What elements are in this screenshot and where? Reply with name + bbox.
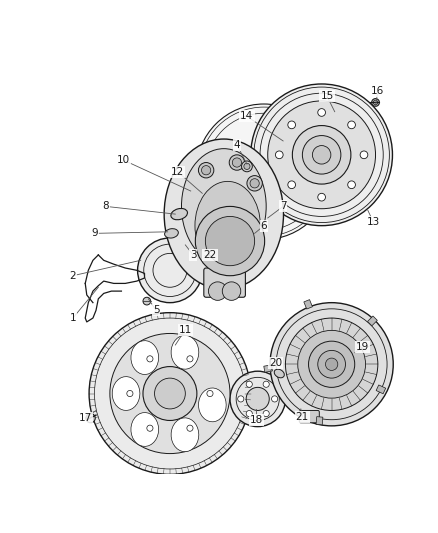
Circle shape — [267, 101, 374, 209]
Circle shape — [196, 104, 331, 239]
Text: 4: 4 — [233, 140, 240, 150]
Circle shape — [287, 121, 295, 129]
Text: 14: 14 — [240, 111, 253, 122]
Polygon shape — [198, 388, 226, 422]
Circle shape — [237, 396, 243, 402]
Text: 13: 13 — [366, 217, 379, 227]
Circle shape — [287, 181, 295, 189]
Circle shape — [347, 121, 355, 129]
Circle shape — [146, 356, 153, 362]
Circle shape — [208, 282, 226, 301]
Circle shape — [86, 414, 95, 423]
Circle shape — [297, 330, 365, 398]
Text: 11: 11 — [178, 325, 191, 335]
Circle shape — [143, 367, 196, 421]
Circle shape — [285, 318, 377, 410]
Circle shape — [222, 282, 240, 301]
Circle shape — [302, 135, 340, 174]
Circle shape — [292, 126, 350, 184]
Circle shape — [308, 341, 354, 387]
Circle shape — [137, 238, 202, 303]
Circle shape — [229, 155, 244, 170]
Ellipse shape — [194, 181, 260, 270]
Text: 18: 18 — [249, 415, 262, 425]
Ellipse shape — [164, 229, 178, 238]
Circle shape — [262, 410, 268, 417]
Text: 15: 15 — [320, 91, 333, 101]
Text: 2: 2 — [70, 271, 76, 281]
Circle shape — [246, 381, 252, 387]
Circle shape — [325, 358, 337, 370]
Circle shape — [110, 334, 230, 454]
Circle shape — [317, 193, 325, 201]
Circle shape — [205, 216, 254, 265]
FancyBboxPatch shape — [299, 410, 318, 423]
Circle shape — [246, 410, 252, 417]
Circle shape — [246, 175, 262, 191]
Polygon shape — [171, 335, 198, 369]
FancyBboxPatch shape — [203, 268, 245, 297]
Circle shape — [371, 99, 378, 106]
Text: 10: 10 — [117, 155, 130, 165]
Text: 9: 9 — [91, 228, 98, 238]
Text: 22: 22 — [203, 250, 216, 260]
Circle shape — [317, 350, 345, 378]
Text: 17: 17 — [78, 413, 92, 423]
Circle shape — [271, 396, 277, 402]
Ellipse shape — [181, 149, 265, 264]
Circle shape — [312, 146, 330, 164]
Text: 21: 21 — [295, 411, 308, 422]
Circle shape — [359, 151, 367, 159]
Text: 3: 3 — [189, 250, 196, 260]
Polygon shape — [112, 377, 140, 410]
Circle shape — [143, 297, 150, 305]
Circle shape — [250, 179, 259, 188]
Text: 19: 19 — [355, 342, 368, 352]
Circle shape — [317, 109, 325, 116]
Polygon shape — [131, 341, 158, 375]
Circle shape — [187, 356, 193, 362]
Circle shape — [230, 371, 285, 426]
Ellipse shape — [170, 208, 187, 220]
Text: 20: 20 — [268, 358, 281, 368]
Circle shape — [201, 166, 210, 175]
Circle shape — [146, 425, 153, 431]
Circle shape — [241, 161, 252, 172]
Circle shape — [275, 151, 283, 159]
Circle shape — [89, 313, 250, 474]
Circle shape — [347, 181, 355, 189]
Circle shape — [195, 206, 264, 276]
Circle shape — [232, 158, 241, 167]
Bar — [303, 300, 312, 309]
Circle shape — [127, 391, 133, 397]
Bar — [263, 365, 272, 372]
Circle shape — [206, 391, 212, 397]
Bar — [315, 417, 322, 425]
Circle shape — [372, 100, 377, 105]
Circle shape — [198, 163, 213, 178]
Text: 12: 12 — [171, 167, 184, 177]
Text: 6: 6 — [260, 221, 267, 231]
Circle shape — [243, 163, 250, 169]
Text: 1: 1 — [70, 313, 76, 323]
Bar — [367, 316, 377, 326]
Text: 16: 16 — [371, 86, 384, 96]
Polygon shape — [131, 413, 158, 447]
Text: 8: 8 — [102, 201, 109, 212]
Polygon shape — [171, 418, 198, 451]
Bar — [375, 385, 385, 394]
Ellipse shape — [274, 369, 284, 378]
Text: 7: 7 — [279, 201, 286, 212]
Circle shape — [269, 303, 392, 426]
Circle shape — [262, 381, 268, 387]
Ellipse shape — [164, 139, 283, 289]
Text: 5: 5 — [152, 305, 159, 316]
Circle shape — [154, 378, 185, 409]
Circle shape — [250, 84, 392, 225]
Circle shape — [246, 387, 268, 410]
Circle shape — [187, 425, 193, 431]
